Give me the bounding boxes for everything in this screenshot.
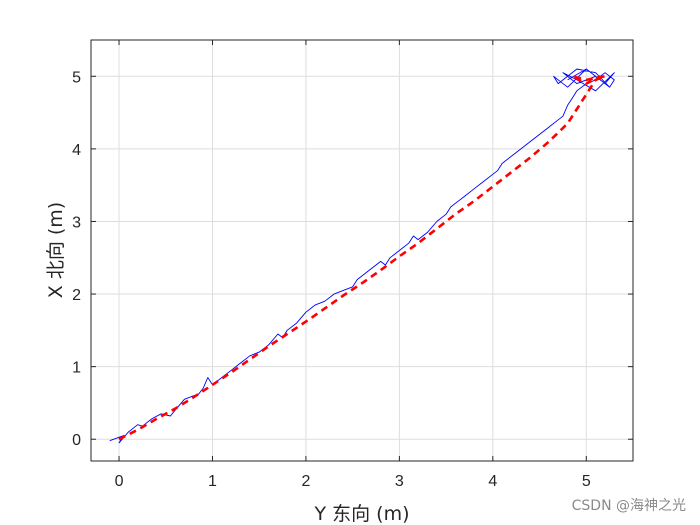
y-axis-label: X 北向 (m) [45, 202, 67, 298]
series-line-0 [109, 68, 615, 444]
watermark: CSDN @海神之光 [571, 498, 686, 514]
grid-lines [91, 40, 633, 461]
x-tick-label-1: 1 [208, 473, 217, 490]
x-tick-label-2: 2 [301, 473, 310, 490]
y-tick-label-5: 5 [72, 69, 81, 86]
y-tick-label-2: 2 [72, 287, 81, 304]
plot-background [91, 40, 633, 461]
plot-box [90, 39, 634, 462]
y-tick-label-3: 3 [72, 214, 81, 231]
x-tick-label-5: 5 [582, 473, 591, 490]
y-tick-label-4: 4 [72, 142, 81, 159]
axis-ticks: 0 1 2 3 4 5 0 1 2 3 4 5 [72, 40, 633, 490]
series-layer [109, 68, 615, 444]
y-tick-label-0: 0 [72, 432, 81, 449]
x-axis-label: Y 东向 (m) [313, 503, 409, 525]
x-tick-label-4: 4 [488, 473, 497, 490]
x-tick-label-3: 3 [395, 473, 404, 490]
x-tick-label-0: 0 [115, 473, 124, 490]
y-tick-label-1: 1 [72, 360, 81, 377]
